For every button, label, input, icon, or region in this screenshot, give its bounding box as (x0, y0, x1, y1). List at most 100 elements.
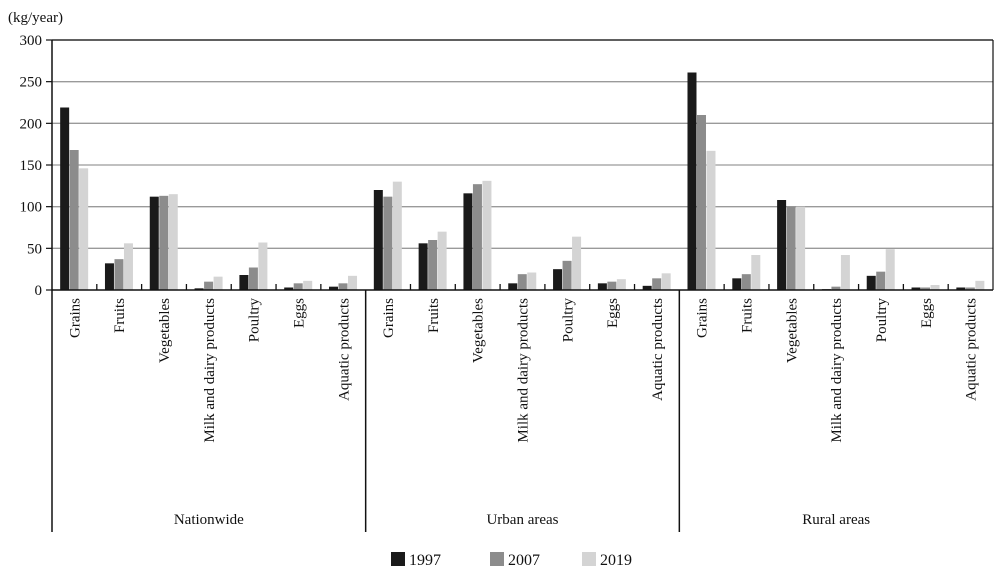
y-tick-label: 0 (35, 283, 43, 299)
bar (168, 194, 178, 290)
bar (696, 115, 706, 290)
y-tick-label: 300 (20, 33, 43, 49)
bar (437, 231, 447, 290)
legend-label: 1997 (409, 552, 441, 569)
bar (777, 200, 787, 290)
category-label: Grains (67, 298, 83, 338)
bar (428, 240, 438, 290)
bar (508, 283, 518, 290)
bar (284, 287, 294, 290)
bar (159, 195, 169, 290)
y-tick-label: 250 (20, 75, 43, 91)
category-labels: Grains Fruits Vegetables Milk and dairy pro… (67, 298, 979, 443)
bar (661, 273, 671, 290)
bar (642, 285, 652, 290)
y-tick-label: 200 (20, 116, 43, 132)
bar (866, 275, 876, 290)
group-label: Nationwide (174, 512, 244, 528)
category-label: Vegetables (157, 298, 173, 363)
bar (329, 286, 339, 290)
bar (553, 269, 563, 290)
bar (930, 285, 940, 290)
category-label: Aquatic products (650, 298, 666, 401)
category-label: Aquatic products (336, 298, 352, 401)
bar (293, 283, 303, 290)
bar (562, 260, 572, 290)
group-labels: Nationwide Urban areas Rural areas (174, 512, 870, 528)
legend: 1997 2007 2019 (391, 552, 632, 569)
category-label: Eggs (919, 298, 935, 328)
category-label: Eggs (291, 298, 307, 328)
bar (482, 180, 492, 290)
x-axis (51, 39, 994, 532)
bar (239, 275, 249, 290)
bar (732, 278, 742, 290)
bar (706, 150, 716, 290)
bar (383, 196, 393, 290)
bar (60, 107, 70, 290)
bar (796, 206, 806, 290)
bar (921, 287, 931, 290)
bar (204, 281, 214, 290)
bar (472, 184, 482, 290)
bar (248, 267, 258, 290)
group-label: Urban areas (486, 512, 558, 528)
category-label: Poultry (874, 298, 890, 343)
y-axis-unit-label: (kg/year) (8, 10, 63, 26)
category-label: Vegetables (784, 298, 800, 363)
legend-label: 2019 (600, 552, 632, 569)
legend-swatch (490, 552, 504, 566)
bar (79, 168, 89, 290)
category-label: Fruits (426, 298, 442, 333)
gridlines (52, 39, 993, 249)
category-label: Poultry (560, 298, 576, 343)
bar (956, 287, 966, 290)
bar (348, 275, 358, 290)
bar (194, 288, 204, 290)
bar (840, 255, 850, 290)
bar (911, 287, 921, 290)
category-label: Aquatic products (964, 298, 980, 401)
y-tick-label: 50 (27, 241, 42, 257)
bars (60, 72, 985, 290)
group-label: Rural areas (802, 512, 870, 528)
bar (652, 278, 662, 290)
bar (687, 72, 697, 290)
legend-swatch (582, 552, 596, 566)
category-label: Milk and dairy products (516, 298, 532, 443)
category-label: Vegetables (471, 298, 487, 363)
bar (607, 281, 617, 290)
category-label: Grains (381, 298, 397, 338)
bar (303, 280, 313, 290)
bar (123, 243, 133, 290)
category-label: Grains (695, 298, 711, 338)
bar (258, 242, 268, 290)
bar (463, 193, 473, 290)
y-tick-label: 150 (20, 158, 43, 174)
bar (786, 206, 796, 290)
bar (975, 280, 985, 290)
bar (741, 274, 751, 290)
bar (373, 190, 383, 290)
bar (213, 276, 223, 290)
y-axis-ticks: 0 50 100 150 200 250 300 (20, 33, 52, 299)
category-label: Milk and dairy products (829, 298, 845, 443)
bar (392, 181, 402, 290)
bar (69, 150, 79, 290)
bar (149, 196, 159, 290)
bar (831, 286, 841, 290)
bar (104, 263, 114, 290)
bar (418, 243, 428, 290)
bar (965, 287, 975, 290)
bar (572, 236, 582, 290)
category-label: Fruits (112, 298, 128, 333)
bar (616, 279, 626, 290)
bar (885, 249, 895, 290)
category-label: Fruits (740, 298, 756, 333)
bar (338, 283, 348, 290)
y-tick-label: 100 (20, 200, 43, 216)
category-label: Eggs (605, 298, 621, 328)
legend-label: 2007 (508, 552, 540, 569)
bar (751, 255, 761, 290)
